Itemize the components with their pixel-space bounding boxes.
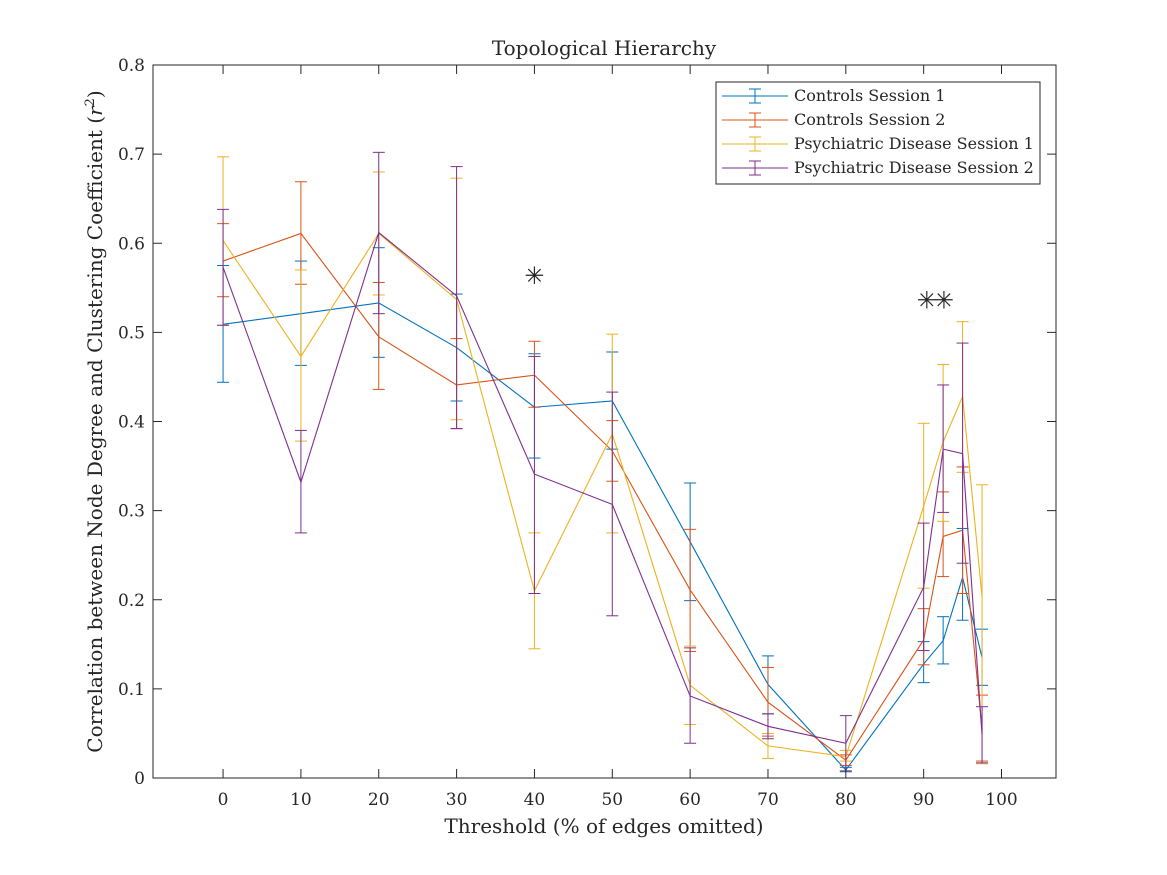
y-axis-label-sup: 2 (83, 98, 98, 106)
x-axis-label: Threshold (% of edges omitted) (444, 814, 763, 838)
y-tick-label: 0.6 (118, 234, 145, 254)
x-tick-label: 10 (290, 790, 312, 810)
y-axis-label: Correlation between Node Degree and Clus… (83, 90, 107, 752)
legend-entry: Psychiatric Disease Session 1 (722, 134, 1034, 153)
error-bar (937, 616, 950, 665)
error-bar (917, 522, 930, 652)
legend-entry: Controls Session 1 (722, 86, 945, 105)
error-bar (217, 208, 230, 326)
y-axis-label-main: Correlation between Node Degree and Clus… (83, 116, 107, 753)
x-tick-label: 70 (757, 790, 779, 810)
error-bar (372, 151, 385, 315)
legend-label: Psychiatric Disease Session 1 (794, 134, 1034, 153)
significance-marker: ✳ (934, 286, 954, 314)
x-tick-label: 50 (601, 790, 623, 810)
error-bar (956, 342, 969, 564)
chart-title: Topological Hierarchy (492, 36, 717, 60)
y-tick-label: 0.1 (118, 680, 145, 700)
y-axis-label-var: r (83, 105, 107, 116)
x-tick-label: 30 (446, 790, 468, 810)
error-bar (937, 384, 950, 513)
legend-box (715, 81, 1041, 185)
ticks-layer: 0 10 20 30 40 50 60 70 80 90 100 0 0.1 0.2 0.3 0.4 0.5 0.… (118, 56, 1056, 810)
error-bar (294, 429, 307, 534)
error-bar (450, 166, 463, 430)
x-tick-label: 100 (985, 790, 1017, 810)
legend-entry: Controls Session 2 (722, 110, 945, 129)
y-tick-label: 0.8 (118, 56, 145, 76)
legend-entry: Psychiatric Disease Session 2 (722, 158, 1034, 177)
x-tick-label: 40 (524, 790, 546, 810)
error-bar (606, 391, 619, 617)
significance-marker: ✳ (917, 286, 937, 314)
x-tick-label: 80 (835, 790, 857, 810)
error-bar (528, 355, 541, 595)
y-tick-label: 0 (134, 769, 145, 789)
legend-label: Psychiatric Disease Session 2 (794, 158, 1034, 177)
x-tick-label: 20 (368, 790, 390, 810)
x-tick-label: 90 (913, 790, 935, 810)
legend-label: Controls Session 1 (794, 86, 945, 105)
legend-label: Controls Session 2 (794, 110, 945, 129)
y-tick-label: 0.3 (118, 502, 145, 522)
x-tick-label: 60 (679, 790, 701, 810)
y-tick-label: 0.7 (118, 145, 145, 165)
error-bar (761, 713, 774, 740)
y-tick-label: 0.5 (118, 323, 145, 343)
y-tick-label: 0.4 (118, 413, 145, 433)
significance-marker: ✳ (524, 262, 544, 290)
annotation-layer: ✳✳✳ (524, 262, 954, 314)
series-layer (217, 151, 989, 773)
y-axis-label-close: ) (83, 90, 107, 98)
legend: Controls Session 1 Controls Session 2 Psyc… (715, 81, 1041, 185)
error-bar (684, 647, 697, 744)
series-4 (217, 151, 989, 772)
x-tick-label: 0 (218, 790, 229, 810)
y-tick-label: 0.2 (118, 591, 145, 611)
error-bar (976, 706, 989, 764)
